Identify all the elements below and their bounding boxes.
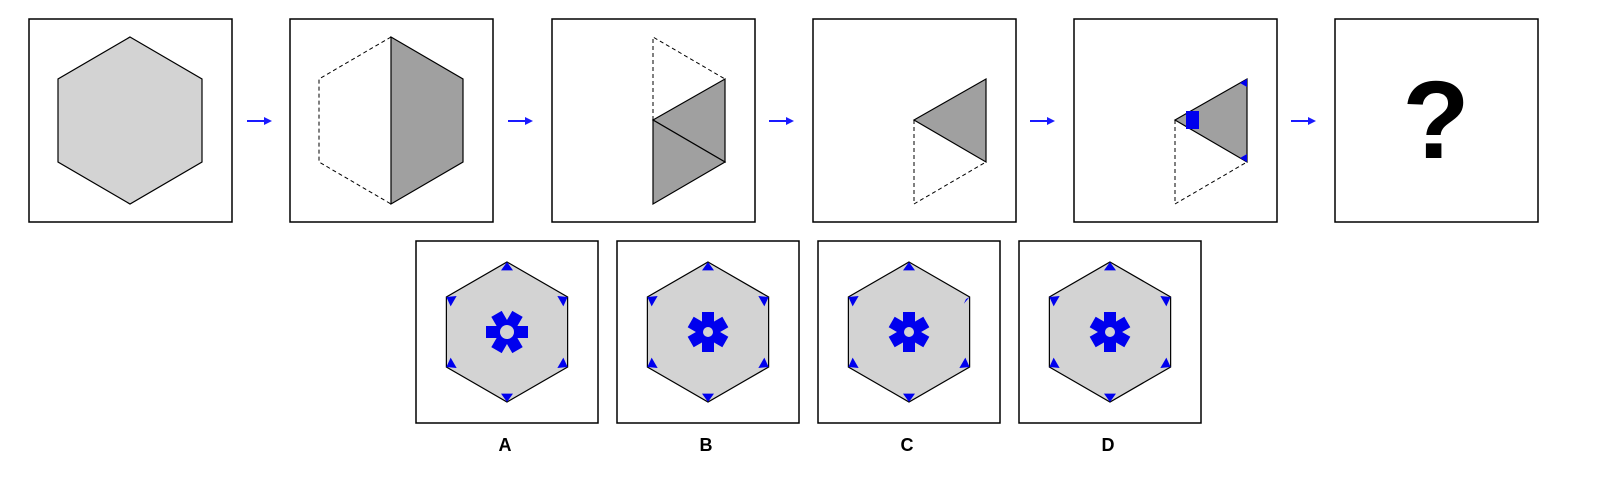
punched-triangle xyxy=(1173,77,1248,164)
option-b-label[interactable]: B xyxy=(699,435,713,455)
option-d-panel[interactable] xyxy=(1018,240,1202,424)
folded-triangle xyxy=(912,77,987,164)
corner-hole xyxy=(1104,393,1116,402)
arrow-5 xyxy=(1291,117,1316,125)
step-4-panel xyxy=(812,18,1017,223)
corner-hole xyxy=(758,296,769,307)
corner-hole xyxy=(963,297,970,304)
corner-hole xyxy=(647,357,658,368)
center-hole-block xyxy=(1089,316,1110,336)
arrow-1 xyxy=(247,117,272,125)
center-hole-block xyxy=(687,316,708,336)
corner-hole xyxy=(702,393,714,402)
arrow-4 xyxy=(1030,117,1055,125)
punch-hole-corner xyxy=(1240,154,1247,162)
option-a-panel[interactable] xyxy=(415,240,599,424)
step-5-panel xyxy=(1073,18,1278,223)
question-mark: ? xyxy=(1402,59,1469,182)
option-c-label[interactable]: C xyxy=(900,435,914,455)
corner-hole xyxy=(557,296,568,307)
step-1-panel xyxy=(28,18,233,223)
center-hole-block xyxy=(512,326,528,338)
fold-dashed-outline xyxy=(1174,120,1248,205)
punch-hole-corner xyxy=(1240,79,1247,87)
arrow-3 xyxy=(769,117,794,125)
corner-hole xyxy=(1049,357,1060,368)
answer-panel: ? xyxy=(1334,18,1539,223)
center-hole-block xyxy=(1110,316,1131,336)
corner-hole xyxy=(446,296,457,307)
corner-hole xyxy=(848,357,859,368)
center-gap xyxy=(500,325,514,339)
option-b-panel[interactable] xyxy=(616,240,800,424)
corner-hole xyxy=(1160,357,1171,368)
corner-hole xyxy=(758,357,769,368)
fold-dashed-outline xyxy=(913,120,987,205)
corner-hole xyxy=(848,296,859,307)
corner-hole xyxy=(702,262,714,271)
corner-hole xyxy=(501,393,513,402)
folded-lower-triangle xyxy=(652,118,727,206)
option-c-panel[interactable] xyxy=(817,240,1001,424)
center-gap xyxy=(904,327,914,337)
option-d-label[interactable]: D xyxy=(1101,435,1115,455)
option-a-label[interactable]: A xyxy=(498,435,512,455)
step-3-panel xyxy=(551,18,756,223)
arrow-2 xyxy=(508,117,533,125)
step-2-panel xyxy=(289,18,494,223)
corner-hole xyxy=(903,393,915,402)
corner-hole xyxy=(1104,262,1116,271)
corner-hole xyxy=(647,296,658,307)
punch-hole-square xyxy=(1186,111,1199,129)
corner-hole xyxy=(1160,296,1171,307)
folded-half xyxy=(390,35,464,206)
corner-hole xyxy=(903,262,915,271)
center-hole-block xyxy=(909,316,930,336)
center-hole-block xyxy=(486,326,502,338)
center-gap xyxy=(1105,327,1115,337)
center-hole-block xyxy=(708,316,729,336)
hexagon-full xyxy=(57,36,203,205)
center-hole-block xyxy=(888,316,909,336)
corner-hole xyxy=(501,262,513,271)
center-gap xyxy=(703,327,713,337)
corner-hole xyxy=(557,357,568,368)
corner-hole xyxy=(959,357,970,368)
corner-hole xyxy=(446,357,457,368)
corner-hole xyxy=(1049,296,1060,307)
